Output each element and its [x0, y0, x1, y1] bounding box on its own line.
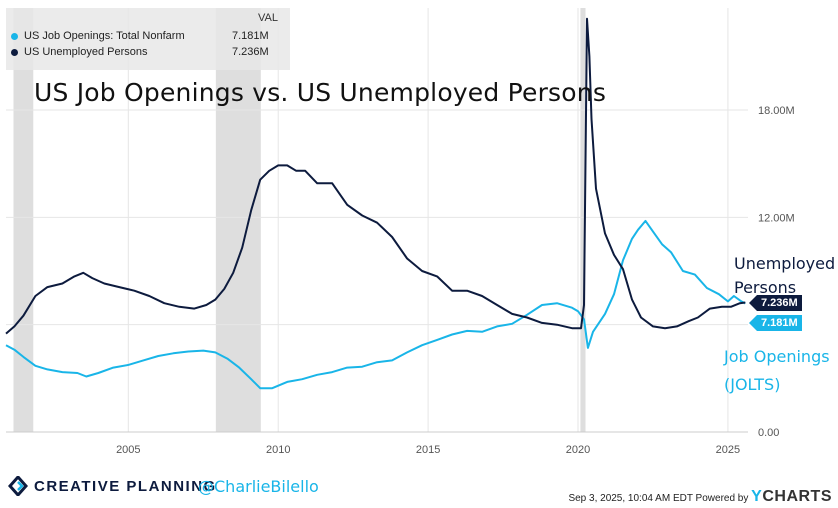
annotation-unemployed: Unemployed Persons — [734, 246, 835, 306]
recession-bands — [13, 8, 586, 432]
author-handle[interactable]: @CharlieBilello — [198, 477, 319, 496]
last-value-tag-unemployed: 7.236M — [749, 295, 802, 311]
recession-band — [13, 8, 34, 432]
annotation-unemployed-line1: Unemployed — [734, 254, 836, 273]
series-lines — [5, 17, 746, 390]
ycharts-logo-rest: CHARTS — [762, 488, 832, 505]
x-tick-label: 2015 — [416, 444, 440, 456]
y-tick-label: 18.00M — [758, 105, 795, 117]
x-tick-label: 2005 — [116, 444, 140, 456]
legend-item-job-openings[interactable]: US Job Openings: Total Nonfarm 7.181M — [6, 29, 290, 45]
legend-item-value: 7.236M — [232, 46, 269, 58]
series-line-job-openings — [5, 219, 746, 390]
grid-lines — [6, 8, 748, 433]
last-value-tag-job-openings: 7.181M — [749, 315, 802, 331]
footer-credit: Sep 3, 2025, 10:04 AM EDT Powered by YCH… — [568, 488, 832, 506]
legend-item-name: US Unemployed Persons — [24, 46, 148, 58]
ycharts-logo-y: Y — [751, 488, 763, 505]
brand-name: CREATIVE PLANNING — [34, 478, 217, 495]
chart-title: US Job Openings vs. US Unemployed Person… — [34, 78, 607, 107]
legend: VAL US Job Openings: Total Nonfarm 7.181… — [6, 8, 290, 70]
annotation-jobs-line1: Job Openings — [724, 347, 830, 366]
legend-header: VAL — [258, 12, 278, 24]
annotation-unemployed-line2: Persons — [734, 278, 797, 297]
x-tick-label: 2020 — [566, 444, 590, 456]
x-tick-label: 2010 — [266, 444, 290, 456]
x-tick-label: 2025 — [716, 444, 740, 456]
series-line-unemployed — [5, 17, 746, 335]
annotation-jobs-line2: (JOLTS) — [724, 375, 781, 394]
legend-item-value: 7.181M — [232, 30, 269, 42]
recession-band — [580, 8, 586, 432]
legend-dot-icon — [11, 33, 18, 40]
timestamp: Sep 3, 2025, 10:04 AM EDT Powered by — [568, 493, 749, 504]
recession-band — [215, 8, 261, 432]
legend-dot-icon — [11, 49, 18, 56]
y-tick-label: 0.00 — [758, 427, 779, 439]
annotation-job-openings: Job Openings (JOLTS) — [724, 343, 830, 399]
creative-planning-logo-icon — [8, 476, 28, 496]
ycharts-logo[interactable]: YCHARTS — [751, 488, 832, 505]
y-tick-label: 12.00M — [758, 212, 795, 224]
legend-item-name: US Job Openings: Total Nonfarm — [24, 30, 185, 42]
legend-item-unemployed[interactable]: US Unemployed Persons 7.236M — [6, 45, 290, 61]
